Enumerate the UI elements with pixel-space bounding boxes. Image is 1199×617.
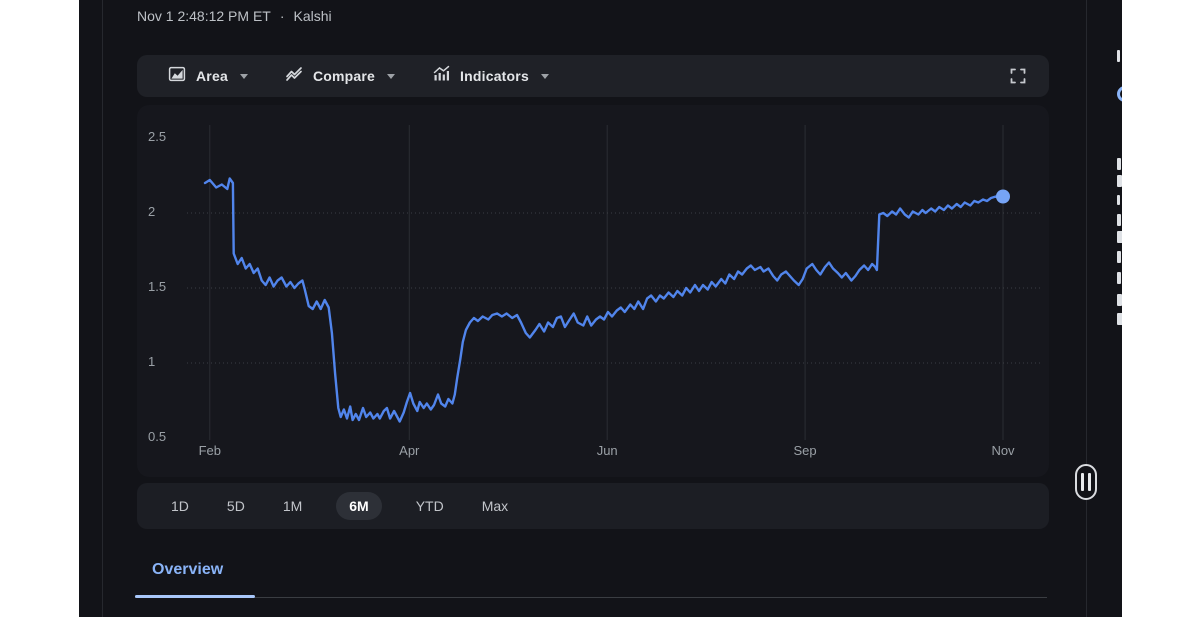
- quote-timestamp: Nov 1 2:48:12 PM ET: [137, 8, 271, 24]
- area-chart-icon: [167, 64, 187, 89]
- tab-divider-line: [135, 597, 1047, 598]
- grip-bar: [1088, 473, 1091, 491]
- x-axis-label: Nov: [991, 443, 1015, 458]
- quote-timestamp-row: Nov 1 2:48:12 PM ET · Kalshi: [137, 8, 332, 24]
- x-axis-label: Feb: [198, 443, 221, 458]
- dot-separator: ·: [279, 8, 285, 24]
- clipped-text-fragment: [1117, 272, 1121, 284]
- y-axis-label: 0.5: [148, 429, 167, 444]
- x-axis-label: Jun: [596, 443, 618, 458]
- chevron-down-icon: [239, 73, 248, 79]
- tab-overview[interactable]: Overview: [152, 561, 224, 578]
- panel-resize-handle[interactable]: [1075, 464, 1097, 500]
- grip-bar: [1081, 473, 1084, 491]
- clipped-text-fragment: [1117, 251, 1121, 263]
- range-button-1m[interactable]: 1M: [282, 498, 303, 514]
- left-panel-divider: [102, 0, 103, 617]
- clipped-text-fragment: [1117, 214, 1121, 226]
- y-axis-label: 2: [148, 204, 156, 219]
- right-panel-divider[interactable]: [1086, 0, 1087, 617]
- chart-type-dropdown[interactable]: Area: [167, 64, 248, 89]
- clipped-text-fragment: [1117, 195, 1120, 205]
- range-button-max[interactable]: Max: [481, 498, 509, 514]
- clipped-text-fragment: [1117, 50, 1120, 62]
- compare-dropdown[interactable]: Compare: [284, 64, 396, 89]
- x-axis-label: Sep: [793, 443, 817, 458]
- y-axis-label: 1.5: [148, 279, 167, 294]
- clipped-text-fragment: [1117, 175, 1122, 187]
- chart-toolbar: Area Compare: [137, 55, 1049, 97]
- clipped-text-fragment: [1117, 231, 1122, 243]
- compare-icon: [284, 64, 304, 89]
- chart-card: [137, 105, 1049, 477]
- time-range-bar: 1D 5D 1M 6M YTD Max: [137, 483, 1049, 529]
- clipped-blue-icon: [1117, 86, 1122, 102]
- range-button-5d[interactable]: 5D: [226, 498, 245, 514]
- clipped-text-fragment: [1117, 313, 1122, 325]
- compare-label: Compare: [312, 68, 376, 84]
- chevron-down-icon: [540, 73, 549, 79]
- chart-type-label: Area: [196, 68, 228, 84]
- price-chart-area[interactable]: 2.5 2 1.5 1 0.5 Feb Apr Jun Sep Nov: [135, 112, 1060, 460]
- indicators-dropdown[interactable]: Indicators: [431, 64, 549, 89]
- y-axis-label: 2.5: [148, 129, 167, 144]
- indicators-icon: [431, 64, 451, 89]
- x-axis-label: Apr: [399, 443, 420, 458]
- active-tab-underline: [135, 595, 255, 598]
- chevron-down-icon: [387, 73, 396, 79]
- clipped-text-fragment: [1117, 158, 1121, 170]
- indicators-label: Indicators: [460, 68, 529, 84]
- range-button-1d[interactable]: 1D: [171, 498, 189, 514]
- quote-source: Kalshi: [293, 8, 332, 24]
- fullscreen-icon: [1010, 68, 1026, 84]
- range-button-ytd[interactable]: YTD: [415, 498, 444, 514]
- range-button-6m-active[interactable]: 6M: [336, 492, 382, 520]
- finance-app-panel: Nov 1 2:48:12 PM ET · Kalshi Area: [79, 0, 1122, 617]
- latest-price-dot: [996, 189, 1010, 204]
- y-axis-label: 1: [148, 354, 156, 369]
- fullscreen-button[interactable]: [1001, 59, 1035, 93]
- clipped-text-fragment: [1117, 294, 1122, 306]
- price-chart-svg[interactable]: [135, 112, 1060, 460]
